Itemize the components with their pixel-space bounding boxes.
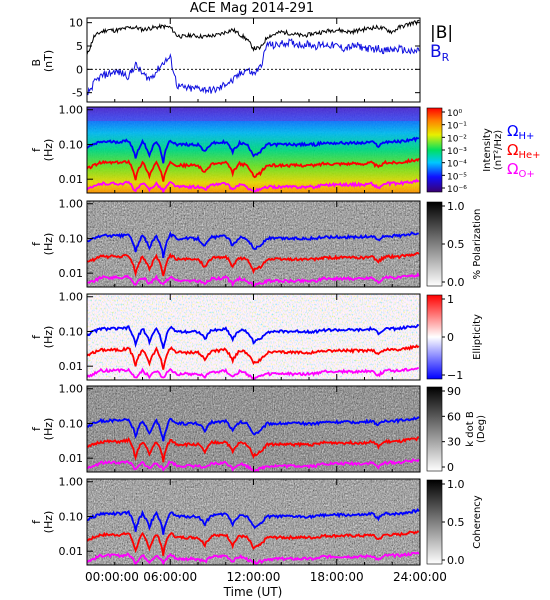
field-ylabel: B (nT) bbox=[30, 50, 55, 72]
polarization-ytick-label: 1.00 bbox=[59, 198, 84, 211]
xaxis-label: Time (UT) bbox=[223, 585, 283, 599]
legend-B-abs: |B| bbox=[430, 23, 453, 43]
ellipticity-ytick-label: 1.00 bbox=[59, 291, 84, 304]
field-ytick-label: -5 bbox=[72, 87, 83, 100]
omega-o-line bbox=[87, 178, 420, 193]
colorbar-tick-label: 10⁰ bbox=[447, 109, 462, 119]
ellipticity-colorbar bbox=[426, 294, 443, 380]
colorbar-tick-label: 0.5 bbox=[447, 238, 465, 251]
coherency-ytick-label: 1.00 bbox=[59, 476, 84, 489]
coherency-ylabel: f(Hz) bbox=[30, 511, 55, 534]
coherency-ytick-label: 0.10 bbox=[59, 510, 84, 523]
omega-h-line bbox=[87, 136, 420, 164]
xtick-label: 12:00:00 bbox=[227, 570, 281, 584]
intensity-colorbar bbox=[426, 107, 443, 193]
legend-BR-main: B bbox=[430, 42, 442, 62]
omega-he-line bbox=[87, 344, 420, 370]
omega-o-line bbox=[87, 551, 420, 565]
coherency-colorbar bbox=[426, 479, 443, 565]
intensity-colorbar-label: Intensity(nT²/Hz) bbox=[482, 128, 504, 172]
colorbar-tick-label: 1.0 bbox=[447, 200, 465, 213]
colorbar-tick-label: 10⁻⁶ bbox=[447, 185, 467, 195]
ellipticity-colorbar-label: Ellipticity bbox=[472, 314, 483, 360]
omega-he-line bbox=[87, 436, 420, 463]
colorbar-tick-label: 0.5 bbox=[447, 516, 465, 529]
polarization-ytick-label: 0.01 bbox=[59, 267, 84, 280]
omega-legend: ΩH+ ΩHe+ ΩO+ bbox=[507, 122, 541, 180]
kdotb-ytick-label: 0.10 bbox=[59, 417, 84, 430]
polarization-colorbar-label: % Polarization bbox=[472, 209, 483, 280]
omega-h-line bbox=[87, 507, 420, 535]
polarization-ylabel: f(Hz) bbox=[30, 233, 55, 256]
b-magnitude-series-line bbox=[87, 19, 420, 55]
intensity-ylabel: f(Hz) bbox=[30, 139, 55, 162]
colorbar-tick-label: 0.0 bbox=[447, 276, 465, 289]
xtick-label: 18:00:00 bbox=[310, 570, 364, 584]
figure-title: ACE Mag 2014-291 bbox=[190, 1, 314, 16]
omega-h-line bbox=[87, 416, 420, 442]
colorbar-tick-label: 30 bbox=[447, 436, 461, 449]
colorbar-tick-label: 0 bbox=[447, 461, 454, 474]
colorbar-tick-label: 0 bbox=[447, 331, 454, 344]
omega-O-label: ΩO+ bbox=[507, 160, 535, 180]
kdotb-ytick-label: 1.00 bbox=[59, 383, 84, 396]
br-series-line bbox=[87, 38, 420, 96]
coherency-panel: 1.00 0.10 0.01 f(Hz) 1.0 0.5 0.0 Coherency bbox=[30, 476, 483, 567]
time-axis: 00:00:00 06:00:00 12:00:00 18:00:00 24:00:00 bbox=[85, 18, 447, 584]
omega-h-line bbox=[87, 323, 420, 349]
colorbar-tick-label: 60 bbox=[447, 410, 461, 423]
omega-he-line bbox=[87, 157, 420, 182]
polarization-colorbar bbox=[426, 201, 443, 287]
field-ylabel-unit: (nT) bbox=[42, 50, 55, 72]
intensity-ytick-label: 0.10 bbox=[59, 138, 84, 151]
xtick-label: 24:00:00 bbox=[393, 570, 447, 584]
coherency-colorbar-label: Coherency bbox=[472, 495, 483, 548]
colorbar-tick-label: 10⁻⁴ bbox=[447, 160, 467, 170]
field-ylabel-B: B bbox=[30, 59, 43, 67]
omega-H-label: ΩH+ bbox=[507, 122, 534, 142]
colorbar-tick-label: 0.0 bbox=[447, 554, 465, 567]
ellipticity-panel: 1.00 0.10 0.01 f(Hz) 1 0 −1 Ellipticity bbox=[30, 291, 483, 382]
colorbar-tick-label: 1.0 bbox=[447, 478, 465, 491]
colorbar-tick-label: 90 bbox=[447, 385, 461, 398]
polarization-panel: 1.00 0.10 0.01 f(Hz) 1.0 0.5 0.0 % Polarizati… bbox=[30, 198, 483, 289]
omega-o-line bbox=[87, 457, 420, 472]
omega-o-line bbox=[87, 271, 420, 287]
omega-He-label: ΩHe+ bbox=[507, 141, 541, 161]
kdotb-panel: 1.00 0.10 0.01 f(Hz) 90 60 30 0 k dot B(Deg) bbox=[30, 383, 487, 474]
omega-he-line bbox=[87, 251, 420, 278]
kdotb-colorbar-label: k dot B(Deg) bbox=[465, 411, 487, 447]
intensity-ytick-label: 0.01 bbox=[59, 173, 84, 186]
colorbar-tick-label: 10⁻¹ bbox=[447, 122, 467, 132]
xtick-label: 00:00:00 bbox=[85, 570, 139, 584]
ellipticity-ytick-label: 0.10 bbox=[59, 325, 84, 338]
intensity-ytick-label: 1.00 bbox=[59, 104, 84, 117]
coherency-ytick-label: 0.01 bbox=[59, 545, 84, 558]
ellipticity-ytick-label: 0.01 bbox=[59, 360, 84, 373]
field-ytick-label: 0 bbox=[76, 63, 83, 76]
polarization-ytick-label: 0.10 bbox=[59, 232, 84, 245]
colorbar-tick-label: 10⁻⁵ bbox=[447, 172, 467, 182]
field-ytick-label: 10 bbox=[69, 17, 83, 30]
colorbar-tick-label: −1 bbox=[447, 369, 463, 382]
kdotb-ylabel: f(Hz) bbox=[30, 418, 55, 441]
kdotb-colorbar bbox=[426, 386, 443, 472]
kdotb-ytick-label: 0.01 bbox=[59, 452, 84, 465]
intensity-panel: 1.00 0.10 0.01 f(Hz) 10⁰ 10⁻¹ 10⁻² 10⁻³ 10⁻⁴ 10⁻… bbox=[30, 104, 541, 195]
legend-BR-sub: R bbox=[442, 51, 450, 64]
colorbar-tick-label: 10⁻² bbox=[447, 134, 467, 144]
legend-BR: BR bbox=[430, 42, 450, 64]
colorbar-tick-label: 10⁻³ bbox=[447, 147, 467, 157]
ellipticity-ylabel: f(Hz) bbox=[30, 326, 55, 349]
colorbar-tick-label: 1 bbox=[447, 293, 454, 306]
omega-h-line bbox=[87, 230, 419, 259]
field-ytick-label: 5 bbox=[76, 40, 83, 53]
omega-o-line bbox=[87, 367, 419, 380]
omega-he-line bbox=[87, 530, 420, 556]
xtick-label: 06:00:00 bbox=[143, 570, 197, 584]
